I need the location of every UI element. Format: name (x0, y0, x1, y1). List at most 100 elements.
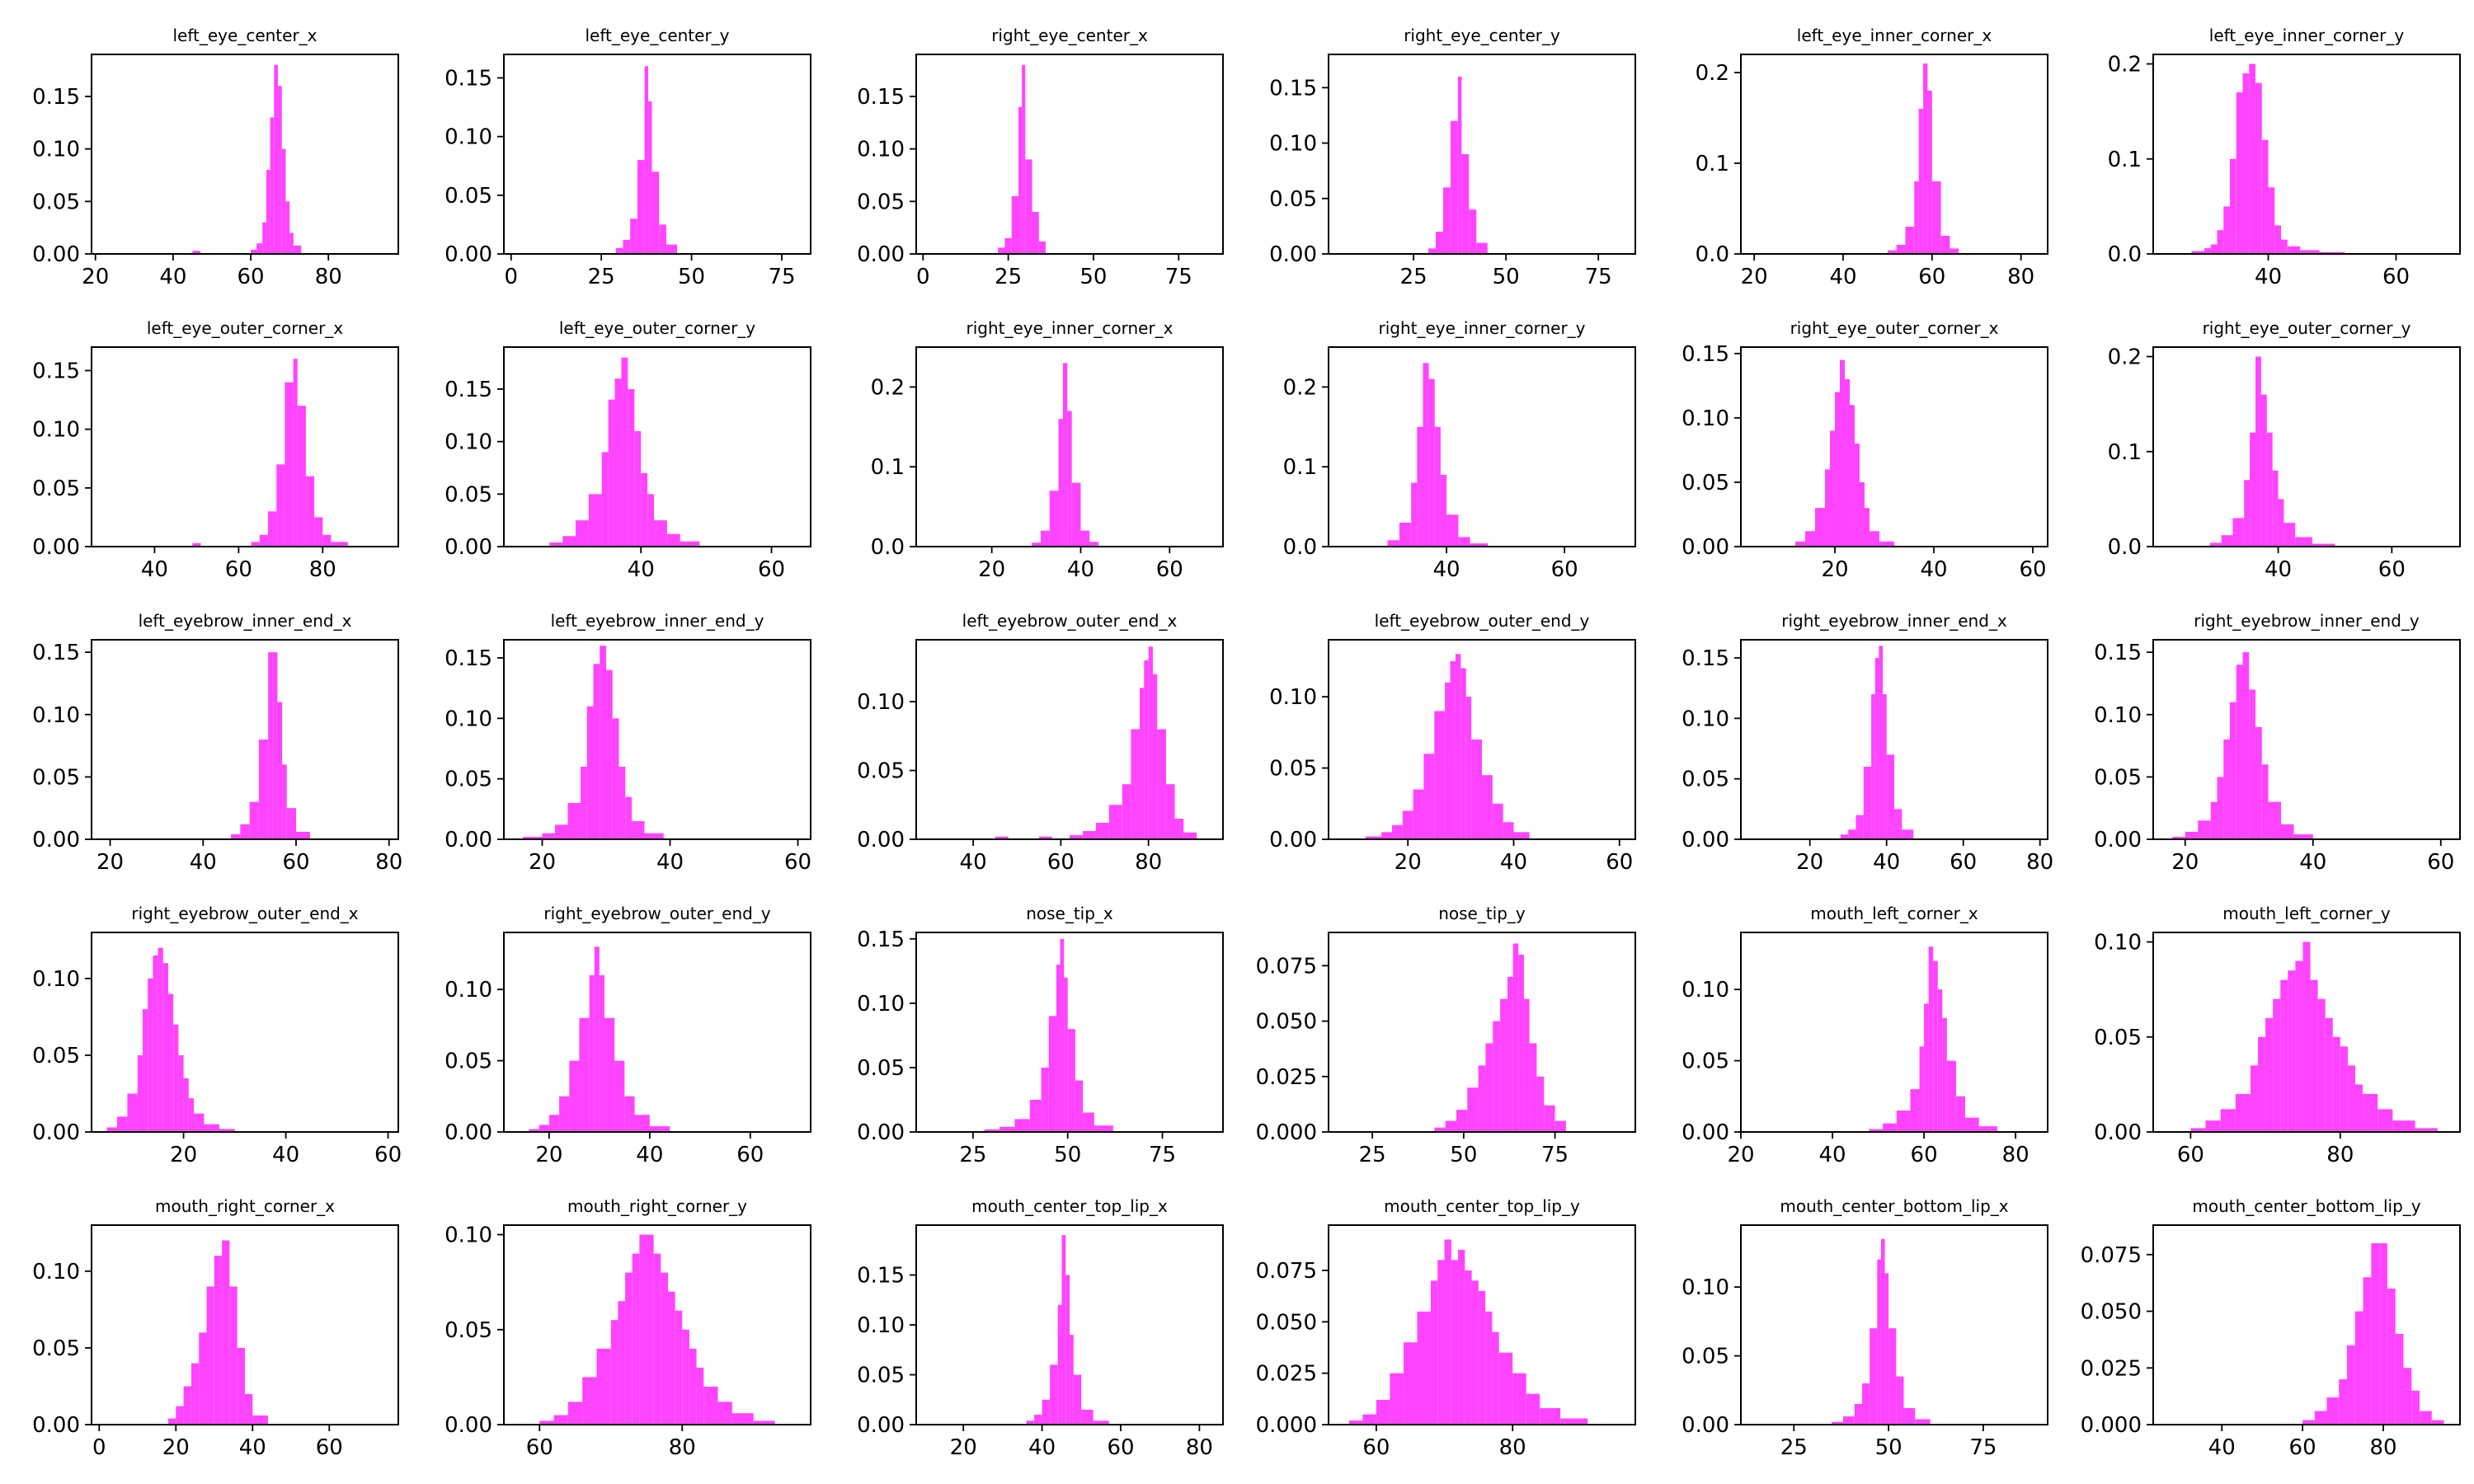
histogram-bar (1095, 822, 1109, 839)
y-tick-label: 0.2 (1696, 61, 1729, 86)
histogram-bar (1445, 682, 1451, 839)
histogram-panel: right_eyebrow_inner_end_x 20 40 60 80 0.00 0.0… (1681, 611, 2053, 875)
x-tick-label: 20 (535, 1143, 562, 1167)
x-tick-label: 60 (784, 850, 811, 875)
histogram-bar (1050, 1364, 1058, 1425)
y-tick-label: 0.05 (444, 1050, 492, 1074)
histogram-bar (630, 218, 637, 254)
histogram-bar (1131, 729, 1141, 839)
histogram-bar (1874, 658, 1879, 839)
histogram-bar (2354, 1311, 2363, 1425)
histogram-bar (1879, 541, 1894, 547)
histogram-bar (2340, 1046, 2348, 1132)
x-tick-label: 80 (2369, 1435, 2396, 1460)
x-tick-label: 60 (1156, 557, 1183, 582)
y-tick-label: 0.10 (857, 992, 905, 1017)
y-tick-label: 0.05 (444, 482, 492, 507)
panel-title: left_eyebrow_inner_end_y (551, 611, 764, 631)
y-tick-label: 0.00 (444, 242, 492, 267)
histogram-bar (190, 1363, 200, 1425)
y-tick-label: 0.05 (1681, 768, 1729, 792)
x-tick-label: 20 (1727, 1143, 1754, 1167)
histogram-bar (2185, 831, 2199, 839)
histogram-bar (1365, 836, 1382, 839)
histogram-bar (2258, 1036, 2266, 1132)
histogram-bar (1070, 834, 1083, 839)
x-tick-label: 20 (170, 1143, 197, 1167)
histogram-bar (2319, 251, 2345, 254)
histogram-bar (1061, 1235, 1066, 1425)
histogram-bar (637, 160, 645, 254)
y-tick-label: 0.1 (2108, 440, 2142, 465)
y-tick-label: 0.15 (1681, 342, 1729, 367)
panel-title: mouth_left_corner_y (2222, 904, 2391, 923)
panel-title: mouth_right_corner_x (155, 1196, 335, 1216)
panel-title: mouth_left_corner_x (1810, 904, 1978, 923)
panel-title: left_eye_center_y (585, 26, 729, 45)
histogram-bar (1560, 1418, 1588, 1425)
y-tick-label: 0.00 (32, 1120, 80, 1145)
histogram-panel: right_eye_inner_corner_y 40 60 0.0 0.1 0.2 (1283, 318, 1636, 582)
histogram-bar (106, 1127, 117, 1132)
histogram-bar (589, 974, 595, 1132)
histogram-bar (1094, 1125, 1113, 1132)
histogram-bar (2317, 998, 2326, 1132)
histogram-bar (1923, 63, 1928, 254)
axis-frame (91, 346, 399, 547)
histogram-bar (731, 1413, 754, 1425)
histogram-bar (1029, 1099, 1042, 1132)
x-tick-label: 80 (2007, 265, 2034, 289)
x-tick-label: 60 (2289, 1435, 2316, 1460)
histogram-bar (1910, 1089, 1920, 1132)
y-tick-label: 0.00 (1681, 1413, 1729, 1438)
x-tick-label: 40 (960, 850, 987, 875)
histogram-bar (331, 542, 348, 547)
y-tick-label: 0.050 (1256, 1310, 1317, 1335)
histogram-bar (1442, 187, 1451, 254)
histogram-bar (2288, 970, 2296, 1132)
histogram-bar (2295, 537, 2312, 547)
histogram-bar (644, 833, 664, 839)
histogram-panel: left_eye_outer_corner_y 40 60 0.00 0.05 0.10 0… (444, 318, 811, 582)
axis-frame (1328, 346, 1636, 547)
histogram-bar (137, 1054, 143, 1132)
x-tick-label: 0 (916, 265, 930, 289)
histogram-bar (276, 464, 285, 547)
histogram-bar (1038, 836, 1052, 839)
histogram-bar (1526, 1393, 1540, 1425)
histogram-bar (2209, 542, 2222, 547)
histogram-bar (1896, 245, 1906, 254)
y-tick-label: 0.025 (1256, 1362, 1317, 1387)
panel-title: mouth_center_top_lip_y (1384, 1196, 1580, 1216)
histogram-bar (1856, 815, 1864, 839)
histogram-bar (1458, 537, 1470, 547)
y-tick-label: 0.050 (1256, 1010, 1317, 1035)
histogram-bar (1025, 159, 1032, 254)
histogram-bar (117, 1116, 128, 1132)
x-tick-label: 25 (1359, 1143, 1386, 1167)
panel-title: left_eyebrow_outer_end_x (962, 611, 1178, 631)
histogram-bar (2232, 518, 2245, 547)
histogram-bar (1815, 508, 1825, 547)
histogram-bar (579, 1017, 590, 1132)
x-tick-label: 40 (2255, 265, 2282, 289)
histogram-bar (1402, 810, 1413, 839)
axis-frame (2152, 1224, 2461, 1425)
histogram-bar (1503, 822, 1514, 839)
histogram-panel: right_eyebrow_inner_end_y 20 40 60 0.00 0.05 0… (2094, 611, 2461, 875)
histogram-bar (682, 1329, 689, 1425)
histogram-bar (1478, 1065, 1486, 1132)
histogram-bar (1880, 1238, 1885, 1425)
histogram-bar (1523, 998, 1530, 1132)
x-tick-label: 80 (315, 265, 342, 289)
y-tick-label: 0.2 (2108, 345, 2142, 370)
histogram-bar (1493, 1021, 1501, 1132)
x-tick-label: 60 (238, 265, 265, 289)
histogram-bar (1905, 227, 1915, 254)
histogram-bar (2249, 689, 2255, 839)
histogram-bar (1144, 660, 1149, 839)
y-tick-label: 0.2 (871, 375, 905, 400)
histogram-bar (249, 801, 259, 840)
histogram-bar (1108, 805, 1122, 839)
panel-title: left_eyebrow_inner_end_x (139, 611, 352, 631)
